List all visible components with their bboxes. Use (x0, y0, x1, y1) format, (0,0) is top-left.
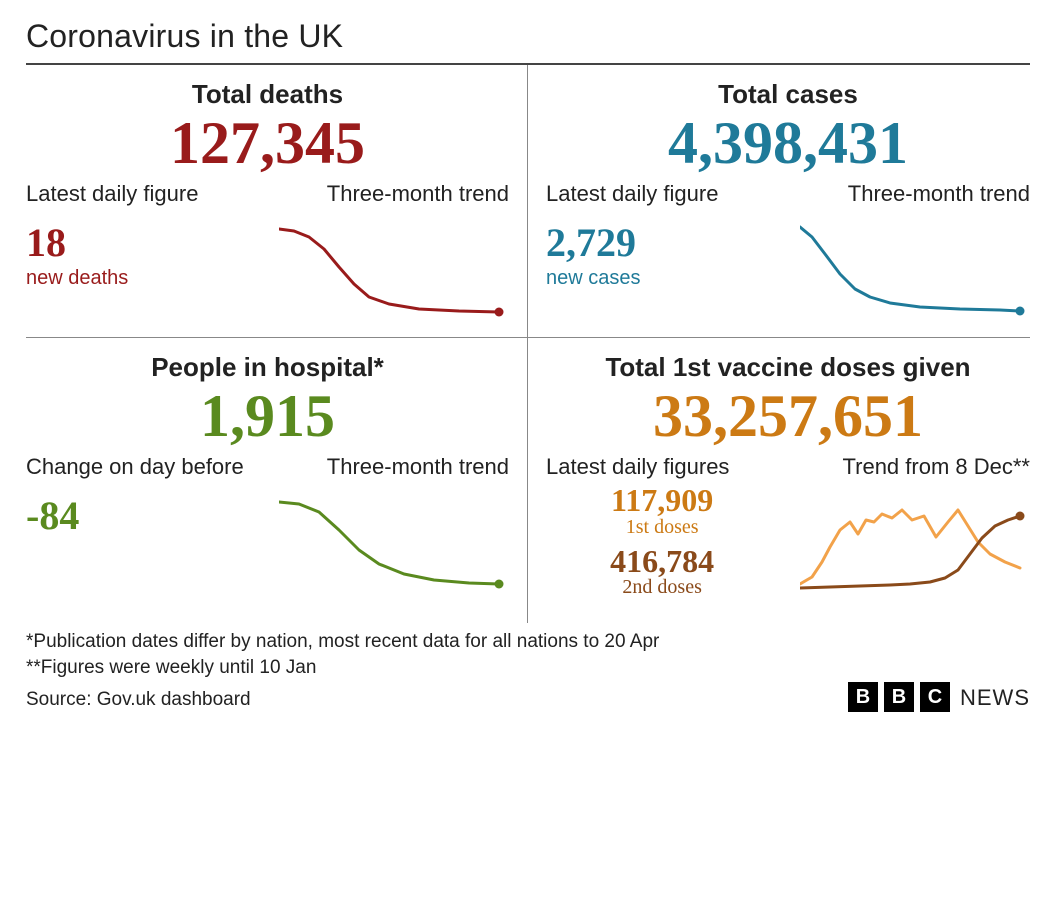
cases-daily-value: 2,729 (546, 223, 769, 263)
panel-cases: Total cases 4,398,431 Latest daily figur… (528, 65, 1030, 338)
hospital-total: 1,915 (26, 385, 509, 448)
hospital-daily-block: -84 (26, 484, 509, 592)
vaccine-left-label: Latest daily figures (546, 454, 729, 480)
hospital-subrow: Change on day before Three-month trend (26, 454, 509, 480)
panel-grid: Total deaths 127,345 Latest daily figure… (26, 65, 1030, 623)
vaccine-2nd-caption: 2nd doses (546, 576, 778, 599)
infographic-root: Coronavirus in the UK Total deaths 127,3… (0, 0, 1056, 732)
cases-daily-block: 2,729 new cases (546, 211, 1030, 319)
vaccine-subrow: Latest daily figures Trend from 8 Dec** (546, 454, 1030, 480)
vaccine-right-label: Trend from 8 Dec** (843, 454, 1030, 480)
panel-deaths: Total deaths 127,345 Latest daily figure… (26, 65, 528, 338)
vaccine-daily-block: 117,909 1st doses 416,784 2nd doses (546, 484, 1030, 605)
footnote-1: *Publication dates differ by nation, mos… (26, 629, 1030, 655)
panel-hospital: People in hospital* 1,915 Change on day … (26, 338, 528, 623)
hospital-sparkline (279, 492, 509, 592)
hospital-right-label: Three-month trend (327, 454, 509, 480)
bbc-news-logo: B B C NEWS (848, 682, 1030, 712)
deaths-subrow: Latest daily figure Three-month trend (26, 181, 509, 207)
panel-title: People in hospital* (26, 352, 509, 383)
headline: Coronavirus in the UK (26, 18, 1030, 55)
panel-vaccine: Total 1st vaccine doses given 33,257,651… (528, 338, 1030, 623)
hospital-left-label: Change on day before (26, 454, 244, 480)
panel-title: Total 1st vaccine doses given (546, 352, 1030, 383)
bbc-box-2: B (884, 682, 914, 712)
bbc-box-3: C (920, 682, 950, 712)
deaths-sparkline (279, 219, 509, 319)
source-line: Source: Gov.uk dashboard (26, 687, 251, 713)
panel-title: Total cases (546, 79, 1030, 110)
footnote-2: **Figures were weekly until 10 Jan (26, 655, 1030, 681)
vaccine-2nd-value: 416,784 (546, 545, 778, 579)
cases-left-label: Latest daily figure (546, 181, 718, 207)
vaccine-total: 33,257,651 (546, 385, 1030, 448)
vaccine-1st-caption: 1st doses (546, 516, 778, 539)
deaths-daily-block: 18 new deaths (26, 211, 509, 319)
cases-subrow: Latest daily figure Three-month trend (546, 181, 1030, 207)
deaths-total: 127,345 (26, 112, 509, 175)
cases-sparkline (800, 219, 1030, 319)
deaths-daily-caption: new deaths (26, 267, 248, 290)
deaths-daily-value: 18 (26, 223, 248, 263)
deaths-right-label: Three-month trend (327, 181, 509, 207)
bbc-news-word: NEWS (960, 683, 1030, 713)
hospital-daily-value: -84 (26, 496, 248, 536)
cases-right-label: Three-month trend (848, 181, 1030, 207)
vaccine-sparkline (800, 492, 1030, 592)
deaths-left-label: Latest daily figure (26, 181, 198, 207)
panel-title: Total deaths (26, 79, 509, 110)
vaccine-1st-value: 117,909 (546, 484, 778, 518)
bbc-box-1: B (848, 682, 878, 712)
cases-daily-caption: new cases (546, 267, 769, 290)
footnotes: *Publication dates differ by nation, mos… (26, 629, 1030, 712)
cases-total: 4,398,431 (546, 112, 1030, 175)
